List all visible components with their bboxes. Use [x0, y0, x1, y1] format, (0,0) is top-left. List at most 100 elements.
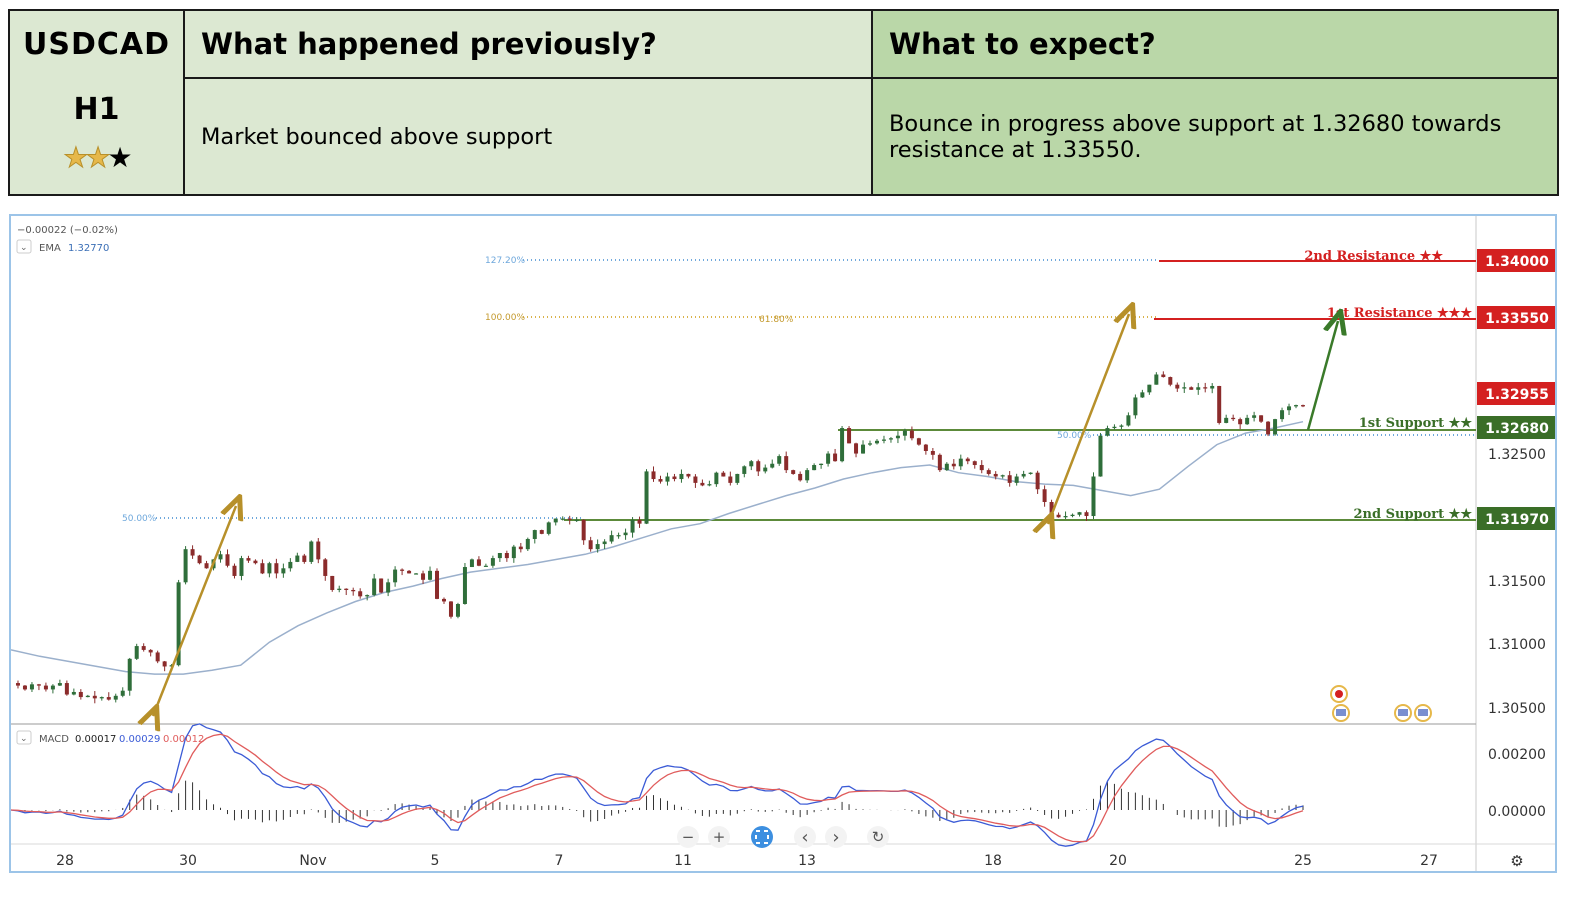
candle-body [644, 471, 649, 524]
candle-body [833, 453, 838, 462]
candle-body [637, 519, 642, 524]
price-chart-panel[interactable]: −0.00022 (−0.02%) ⌄ EMA 1.32770 ⌄ MACD 0… [9, 214, 1557, 873]
macd-collapse-button[interactable] [16, 730, 32, 745]
candle-body [497, 553, 502, 559]
macd-tick-0.00200: 0.00200 [1488, 747, 1546, 763]
candle-body [148, 649, 153, 653]
us-flag-icon [1418, 709, 1428, 716]
expect-body-cell: Bounce in progress above support at 1.32… [873, 79, 1557, 194]
expected-bounce-arrow [1306, 321, 1338, 431]
candle-body [1091, 476, 1096, 517]
candle-body [937, 454, 942, 471]
candle-body [784, 456, 789, 471]
candle-body [1168, 377, 1173, 385]
candle-body [78, 691, 83, 698]
scroll-left-button[interactable] [794, 826, 816, 848]
candle-body [358, 591, 363, 597]
candle-body [274, 563, 279, 574]
candle-body [57, 683, 62, 686]
candle-body [1147, 384, 1152, 393]
candle-body [728, 476, 733, 483]
price-tag-r2-text: 1.34000 [1485, 254, 1549, 270]
price-tag-last [1477, 382, 1557, 405]
candle-body [22, 685, 27, 690]
candle-body [616, 535, 621, 537]
candle-body [1196, 387, 1201, 390]
candle-body [1014, 476, 1019, 483]
fit-view-button[interactable] [751, 826, 773, 848]
price-chart[interactable]: −0.00022 (−0.02%) ⌄ EMA 1.32770 ⌄ MACD 0… [10, 216, 1557, 871]
projected-move-arrow [1048, 314, 1129, 524]
scroll-right-button[interactable] [825, 826, 847, 848]
fib-618-label: 61.80% [759, 315, 794, 325]
price-tag-s1-text: 1.32680 [1485, 421, 1549, 437]
candle-body [36, 684, 41, 686]
candle-body [749, 461, 754, 467]
candle-body [986, 470, 991, 474]
reset-chart-button[interactable] [867, 826, 889, 848]
candle-body [1077, 512, 1082, 515]
candle-body [1217, 385, 1222, 423]
candle-body [532, 530, 537, 539]
y-tick-1.31000: 1.31000 [1488, 637, 1546, 653]
candle-body [1189, 387, 1194, 390]
candle-body [881, 439, 886, 441]
candle-body [965, 458, 970, 462]
candle-body [686, 473, 691, 477]
x-tick-18: 18 [984, 853, 1002, 869]
canada-flag-icon [1335, 690, 1343, 698]
candle-body [372, 578, 377, 596]
candle-body [854, 443, 859, 454]
candle-body [609, 535, 614, 542]
candle-body [134, 646, 139, 659]
fib-127-label: 127.20% [485, 256, 525, 266]
candle-body [672, 476, 677, 480]
us-flag-icon [1398, 709, 1408, 716]
analysis-header-table: USDCAD H1 ★★★ What happened previously? … [8, 9, 1559, 196]
candle-body [595, 544, 600, 550]
ema-collapse-button[interactable] [16, 239, 32, 254]
zoom-in-button[interactable] [708, 826, 730, 848]
candle-body [868, 443, 873, 445]
candle-body [930, 451, 935, 455]
x-tick-7: 7 [555, 853, 564, 869]
expect-text: Bounce in progress above support at 1.32… [873, 79, 1557, 163]
candle-body [693, 476, 698, 483]
candle-body [455, 604, 460, 617]
candle-body [958, 458, 963, 467]
minus-icon: − [682, 828, 695, 846]
candle-body [707, 484, 712, 486]
candle-body [504, 553, 509, 559]
macd-value-1: 0.00017 [75, 734, 116, 745]
price-tag-r2 [1477, 249, 1557, 272]
x-tick-25: 25 [1294, 853, 1312, 869]
candle-body [490, 558, 495, 566]
candle-body [162, 661, 167, 667]
macd-label: MACD [39, 734, 69, 745]
candle-body [218, 554, 223, 560]
candle-body [1007, 475, 1012, 483]
previous-text: Market bounced above support [201, 124, 553, 150]
candle-body [50, 685, 55, 690]
candle-body [1105, 428, 1110, 436]
candle-body [288, 561, 293, 569]
candle-body [113, 695, 118, 700]
candle-body [944, 463, 949, 471]
settings-gear-icon[interactable]: ⚙ [1510, 852, 1523, 870]
candle-body [155, 652, 160, 662]
star-empty-icon: ★ [107, 141, 133, 174]
macd-value-3: 0.00012 [163, 734, 204, 745]
zoom-out-button[interactable] [677, 826, 699, 848]
candle-body [1133, 397, 1138, 416]
candle-body [756, 461, 761, 472]
candle-body [826, 453, 831, 464]
candle-body [1021, 473, 1026, 477]
candle-body [43, 685, 48, 690]
price-tag-s1 [1477, 416, 1557, 439]
support-2-label: 2nd Support ★★ [1354, 507, 1473, 522]
candle-body [1203, 387, 1208, 389]
candle-body [29, 684, 34, 690]
candle-body [435, 570, 440, 599]
candle-body [281, 568, 286, 574]
chevron-down-icon: ⌄ [20, 243, 28, 253]
